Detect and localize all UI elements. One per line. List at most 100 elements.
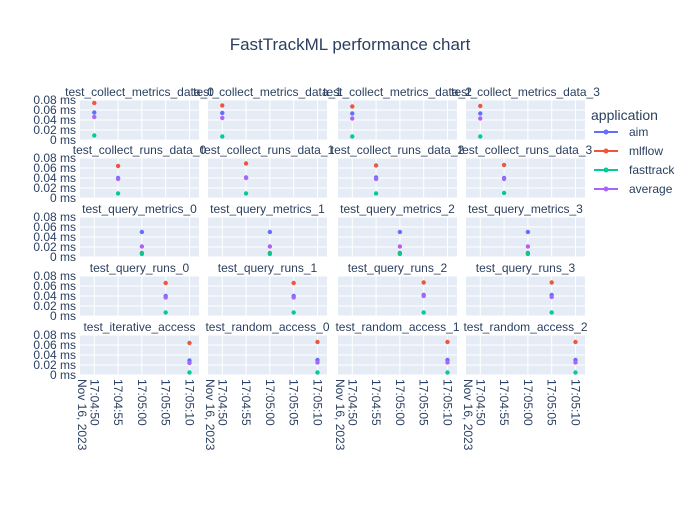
y-tick-label: 0.08 ms <box>33 93 76 107</box>
data-point-aim[interactable] <box>92 110 97 115</box>
data-point-fasttrack[interactable] <box>373 191 379 196</box>
legend-label: aim <box>629 125 648 139</box>
data-point-aim[interactable] <box>525 229 531 235</box>
data-point-fasttrack[interactable] <box>220 134 225 139</box>
data-point-average[interactable] <box>243 175 249 181</box>
x-tick-label: 17:04:55 <box>111 379 125 426</box>
subplot-title: test_random_access_2 <box>463 320 587 334</box>
subplot-title: test_collect_runs_data_1 <box>201 143 335 157</box>
data-point-fasttrack[interactable] <box>421 310 426 315</box>
data-point-mlflow[interactable] <box>478 103 483 109</box>
subplot: test_collect_metrics_data_1 <box>193 85 342 141</box>
data-point-mlflow[interactable] <box>549 280 554 285</box>
data-point-average[interactable] <box>267 244 273 249</box>
data-point-mlflow[interactable] <box>92 100 97 106</box>
data-point-mlflow[interactable] <box>187 340 192 346</box>
subplot: test_collect_runs_data_3 <box>459 143 593 199</box>
data-point-average[interactable] <box>291 295 296 300</box>
data-point-fasttrack[interactable] <box>139 251 145 257</box>
data-point-mlflow[interactable] <box>291 280 296 286</box>
data-point-mlflow[interactable] <box>501 162 507 168</box>
data-point-fasttrack[interactable] <box>478 134 483 139</box>
data-point-fasttrack[interactable] <box>243 191 249 196</box>
data-point-fasttrack[interactable] <box>315 370 320 375</box>
data-point-mlflow[interactable] <box>350 104 355 109</box>
subplot: test_query_metrics_3 <box>466 202 585 258</box>
data-point-mlflow[interactable] <box>243 161 249 166</box>
data-point-average[interactable] <box>163 295 168 300</box>
data-point-average[interactable] <box>421 293 426 299</box>
data-point-aim[interactable] <box>139 229 145 235</box>
data-point-average[interactable] <box>478 116 483 121</box>
data-point-fasttrack[interactable] <box>525 251 531 257</box>
x-tick-label: 17:04:50 <box>345 379 359 426</box>
subplot-title: test_query_metrics_3 <box>468 202 583 216</box>
subplot-title: test_query_runs_2 <box>348 261 448 275</box>
data-point-average[interactable] <box>445 360 450 365</box>
data-point-mlflow[interactable] <box>421 280 426 285</box>
data-point-average[interactable] <box>501 176 507 182</box>
data-point-fasttrack[interactable] <box>291 310 296 315</box>
legend[interactable]: application aim mlflow fasttrack average <box>591 107 675 196</box>
data-point-mlflow[interactable] <box>445 339 450 345</box>
subplot: 0 ms0.02 ms0.04 ms0.06 ms0.08 ms test_que… <box>33 261 199 323</box>
legend-item-fasttrack[interactable]: fasttrack <box>594 163 675 177</box>
legend-item-average[interactable]: average <box>594 182 673 196</box>
legend-marker <box>603 148 609 154</box>
data-point-fasttrack[interactable] <box>573 370 578 375</box>
data-point-mlflow[interactable] <box>373 163 379 168</box>
data-point-aim[interactable] <box>478 111 483 116</box>
data-point-fasttrack[interactable] <box>267 251 273 257</box>
legend-item-aim[interactable]: aim <box>594 125 648 139</box>
x-date-label: Nov 16, 2023 <box>461 379 475 451</box>
data-point-average[interactable] <box>220 115 225 121</box>
x-tick-label: 17:05:05 <box>417 379 431 426</box>
data-point-average[interactable] <box>397 244 403 249</box>
data-point-mlflow[interactable] <box>163 280 168 286</box>
subplot: test_query_metrics_1 <box>208 202 327 258</box>
data-point-aim[interactable] <box>267 229 273 235</box>
data-point-average[interactable] <box>573 360 578 365</box>
data-point-mlflow[interactable] <box>220 103 225 108</box>
data-point-fasttrack[interactable] <box>549 310 554 315</box>
x-tick-label: 17:04:50 <box>87 379 101 426</box>
x-tick-label: 17:05:10 <box>568 379 582 426</box>
data-point-fasttrack[interactable] <box>92 133 97 138</box>
data-point-mlflow[interactable] <box>573 339 578 345</box>
y-tick-label: 0 ms <box>50 309 76 323</box>
x-tick-label: 17:05:10 <box>182 379 196 426</box>
data-point-aim[interactable] <box>350 111 355 116</box>
subplot: test_collect_runs_data_2 <box>331 143 465 199</box>
subplot: test_collect_metrics_data_2 <box>323 85 472 141</box>
data-point-fasttrack[interactable] <box>397 251 403 257</box>
subplot-title: test_query_metrics_2 <box>340 202 455 216</box>
subplot-title: test_collect_metrics_data_2 <box>323 85 472 99</box>
data-point-average[interactable] <box>187 360 192 366</box>
panels-layer: 0 ms0.02 ms0.04 ms0.06 ms0.08 mstest_col… <box>33 85 600 451</box>
data-point-fasttrack[interactable] <box>501 190 507 196</box>
data-point-fasttrack[interactable] <box>163 310 168 315</box>
data-point-average[interactable] <box>525 244 531 249</box>
data-point-aim[interactable] <box>397 229 403 235</box>
data-point-fasttrack[interactable] <box>350 134 355 139</box>
data-point-average[interactable] <box>92 114 97 120</box>
data-point-fasttrack[interactable] <box>115 191 121 196</box>
data-point-average[interactable] <box>350 116 355 121</box>
data-point-fasttrack[interactable] <box>445 370 450 375</box>
subplot: 0 ms0.02 ms0.04 ms0.06 ms0.08 mstest_col… <box>33 85 214 147</box>
y-tick-label: 0.04 ms <box>33 171 76 185</box>
data-point-fasttrack[interactable] <box>187 370 192 375</box>
x-tick-label: 17:04:55 <box>369 379 383 426</box>
data-point-average[interactable] <box>115 176 121 182</box>
data-point-average[interactable] <box>373 176 379 182</box>
data-point-average[interactable] <box>549 294 554 300</box>
data-point-aim[interactable] <box>220 110 225 116</box>
data-point-average[interactable] <box>315 360 320 365</box>
data-point-average[interactable] <box>139 244 145 249</box>
legend-item-mlflow[interactable]: mlflow <box>594 144 663 158</box>
y-tick-label: 0.04 ms <box>33 348 76 362</box>
data-point-mlflow[interactable] <box>315 339 320 345</box>
subplot-title: test_iterative_access <box>83 320 195 334</box>
data-point-mlflow[interactable] <box>115 163 121 169</box>
y-tick-label: 0.06 ms <box>33 103 76 117</box>
